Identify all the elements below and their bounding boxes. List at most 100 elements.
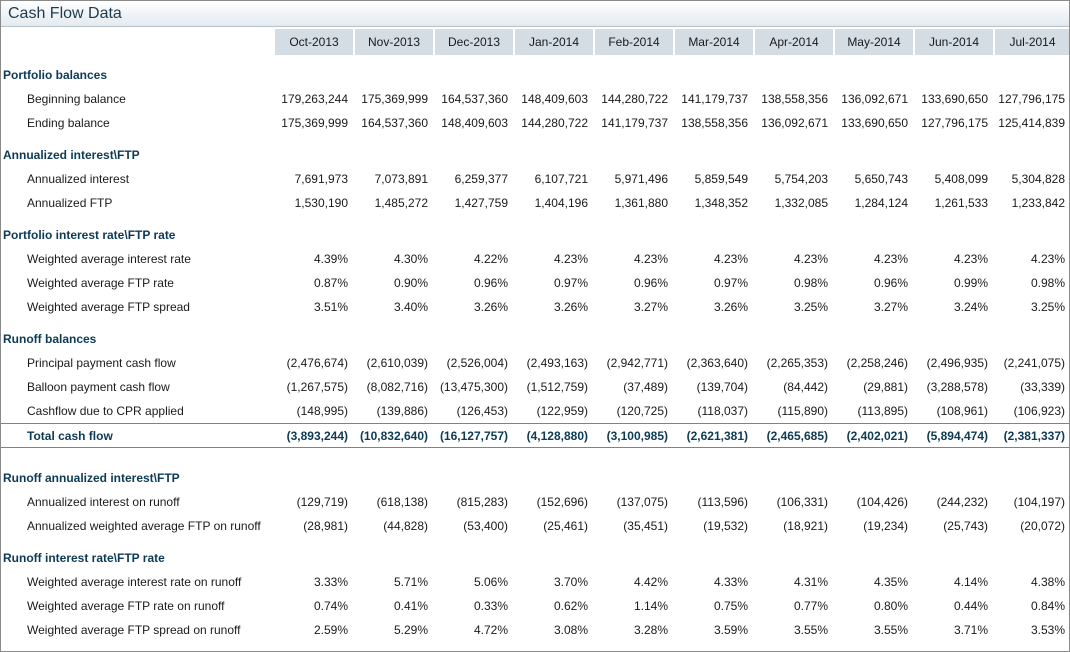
cell-value: 0.77% [793,599,828,613]
section-title: Portfolio interest rate\FTP rate [3,228,176,242]
cell-value: 4.38% [1030,575,1065,589]
cell-value: 1,233,842 [1011,196,1065,210]
cell-value: 5.29% [393,623,428,637]
cell-value: 148,409,603 [441,116,508,130]
cell-value: 3.40% [393,300,428,314]
panel-title: Cash Flow Data [1,1,1069,27]
cell-value: 0.84% [1030,599,1065,613]
cell-value: (148,995) [296,404,348,418]
cell-value: (2,610,039) [366,356,428,370]
cell-value: 3.33% [313,575,348,589]
cell-value: 3.25% [1030,300,1065,314]
total-value: (2,402,021) [833,423,913,448]
cell-value: 127,796,175 [921,116,988,130]
section-title: Annualized interest\FTP [3,148,140,162]
cell-value: 0.99% [953,276,988,290]
cell-value: 4.23% [553,252,588,266]
cell-value: (126,453) [456,404,508,418]
cell-value: 136,092,671 [841,92,908,106]
cell-value: (115,890) [777,404,828,418]
cell-value: 3.27% [873,300,908,314]
cell-value: 175,369,999 [281,116,348,130]
cell-value: 4.72% [473,623,508,637]
cell-value: (33,339) [1020,380,1065,394]
cell-value: 0.33% [473,599,508,613]
cell-value: 7,073,891 [374,172,428,186]
cell-value: (120,725) [616,404,668,418]
table-row: Annualized interest on runoff (129,719) (6… [1,490,1069,514]
cell-value: (618,138) [376,495,428,509]
total-value: (3,893,244) [273,423,353,448]
cell-value: (29,881) [863,380,908,394]
cell-value: 4.23% [793,252,828,266]
cell-value: 1,530,190 [294,196,348,210]
cell-value: 1,284,124 [854,196,908,210]
cell-value: (113,596) [697,495,748,509]
total-value: (16,127,757) [433,423,513,448]
table-row: Ending balance 175,369,999 164,537,360 148,… [1,111,1069,135]
cell-value: 138,558,356 [761,92,828,106]
cell-value: 3.26% [713,300,748,314]
cell-value: 133,690,650 [841,116,908,130]
cell-value: 0.75% [713,599,748,613]
cell-value: 3.59% [713,623,748,637]
cell-value: 6,107,721 [534,172,588,186]
month-header: Feb-2014 [593,29,673,55]
cell-value: 2.59% [313,623,348,637]
cell-value: (53,400) [463,519,508,533]
cell-value: 4.23% [1030,252,1065,266]
cell-value: 0.80% [873,599,908,613]
month-header: Mar-2014 [673,29,753,55]
cell-value: 1.14% [633,599,668,613]
cell-value: 4.30% [393,252,428,266]
section-title: Runoff annualized interest\FTP [3,471,180,485]
row-label: Annualized FTP [27,196,113,210]
cell-value: 3.55% [793,623,828,637]
section-header: Runoff annualized interest\FTP [1,458,1069,490]
table-row: Annualized weighted average FTP on runof… [1,514,1069,538]
cell-value: (25,461) [543,519,588,533]
cell-value: 136,092,671 [761,116,828,130]
cell-value: 4.23% [633,252,668,266]
cell-value: 7,691,973 [294,172,348,186]
total-value: (2,465,685) [753,423,833,448]
cell-value: (1,267,575) [286,380,348,394]
section-title: Runoff interest rate\FTP rate [3,551,165,565]
row-label: Weighted average FTP rate on runoff [27,599,225,613]
cell-value: (108,961) [936,404,988,418]
section-header: Runoff interest rate\FTP rate [1,538,1069,570]
cell-value: 4.14% [953,575,988,589]
cell-value: (2,493,163) [526,356,588,370]
cell-value: (2,496,935) [926,356,988,370]
cell-value: (13,475,300) [439,380,508,394]
cell-value: (20,072) [1020,519,1065,533]
cell-value: (104,426) [856,495,908,509]
total-row: Total cash flow (3,893,244) (10,832,640) (1… [1,423,1069,448]
cell-value: (152,696) [536,495,588,509]
section-header: Portfolio balances [1,55,1069,87]
cell-value: 133,690,650 [921,92,988,106]
month-header: Jul-2014 [993,29,1069,55]
cell-value: 3.71% [953,623,988,637]
cell-value: 0.96% [473,276,508,290]
table-row: Annualized FTP 1,530,190 1,485,272 1,427,75… [1,191,1069,215]
header-corner [1,29,273,55]
cell-value: 1,348,352 [694,196,748,210]
month-header: Dec-2013 [433,29,513,55]
cell-value: 3.24% [953,300,988,314]
row-label: Cashflow due to CPR applied [27,404,184,418]
row-label: Weighted average FTP rate [27,276,174,290]
cell-value: 175,369,999 [361,92,428,106]
cell-value: 4.22% [473,252,508,266]
cell-value: 1,485,272 [374,196,428,210]
cell-value: (25,743) [943,519,988,533]
cell-value: 4.33% [713,575,748,589]
section-header: Annualized interest\FTP [1,135,1069,167]
cell-value: 164,537,360 [361,116,428,130]
cell-value: (139,704) [696,380,748,394]
cell-value: (2,942,771) [606,356,668,370]
cell-value: (129,719) [296,495,348,509]
cell-value: 1,361,880 [614,196,668,210]
cell-value: (1,512,759) [526,380,588,394]
section-title: Portfolio balances [3,68,108,82]
